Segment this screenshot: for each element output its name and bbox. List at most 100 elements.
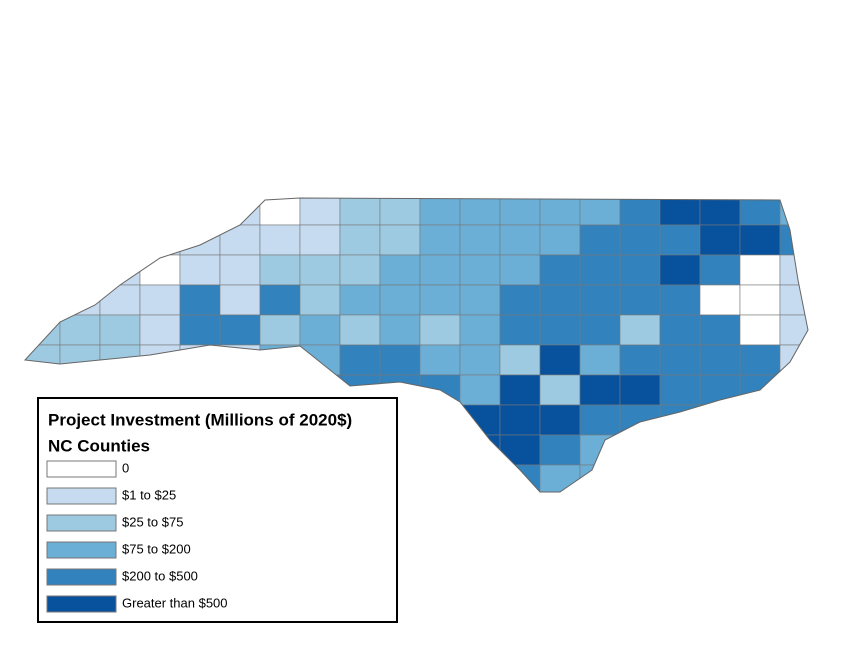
county — [99, 224, 141, 256]
county — [699, 434, 741, 466]
county — [99, 284, 141, 316]
county — [539, 284, 581, 316]
county — [739, 254, 781, 286]
county — [779, 198, 808, 226]
county — [419, 464, 461, 492]
legend-swatch — [46, 487, 117, 505]
legend-swatch — [46, 514, 117, 532]
county — [659, 284, 701, 316]
county — [739, 434, 781, 466]
legend-label: 0 — [122, 460, 129, 475]
county — [659, 404, 701, 436]
county — [139, 314, 181, 346]
county — [25, 198, 61, 226]
county — [499, 198, 541, 226]
county — [99, 314, 141, 346]
county — [739, 464, 781, 492]
county — [25, 254, 61, 286]
county — [259, 198, 301, 226]
county — [659, 464, 701, 492]
county — [779, 224, 808, 256]
county — [379, 284, 421, 316]
county — [139, 254, 181, 286]
county — [579, 224, 621, 256]
county — [299, 198, 341, 226]
county — [539, 198, 581, 226]
county — [459, 254, 501, 286]
legend-box — [37, 397, 398, 623]
county — [459, 434, 501, 466]
county — [579, 344, 621, 376]
legend-label: $25 to $75 — [122, 514, 183, 529]
legend-label: $200 to $500 — [122, 568, 198, 583]
county — [259, 314, 301, 346]
county — [499, 434, 541, 466]
county — [579, 434, 621, 466]
county — [219, 254, 261, 286]
county — [139, 198, 181, 226]
county — [499, 404, 541, 436]
county — [339, 344, 381, 376]
county — [419, 314, 461, 346]
county — [459, 344, 501, 376]
county — [779, 464, 808, 492]
county — [659, 434, 701, 466]
county — [339, 254, 381, 286]
county — [419, 198, 461, 226]
county — [419, 284, 461, 316]
county — [579, 284, 621, 316]
county — [419, 344, 461, 376]
county — [179, 284, 221, 316]
county — [459, 284, 501, 316]
county — [499, 314, 541, 346]
legend-label: Greater than $500 — [122, 595, 228, 610]
county — [619, 374, 661, 406]
legend-title: Project Investment (Millions of 2020$) — [48, 410, 352, 429]
county — [699, 344, 741, 376]
county — [259, 254, 301, 286]
county — [379, 224, 421, 256]
county — [659, 344, 701, 376]
county — [699, 404, 741, 436]
county — [59, 254, 101, 286]
county — [579, 374, 621, 406]
county — [219, 224, 261, 256]
county — [739, 198, 781, 226]
county — [779, 344, 808, 376]
county — [59, 198, 101, 226]
county — [339, 284, 381, 316]
county — [459, 464, 501, 492]
county — [659, 254, 701, 286]
county — [659, 314, 701, 346]
county — [699, 254, 741, 286]
county — [139, 344, 181, 376]
county — [739, 344, 781, 376]
county — [379, 344, 421, 376]
state-outline — [23, 197, 809, 493]
county — [419, 404, 461, 436]
county — [379, 314, 421, 346]
legend-swatch — [46, 460, 117, 478]
county — [419, 224, 461, 256]
county — [579, 314, 621, 346]
county — [619, 314, 661, 346]
county — [779, 404, 808, 436]
county — [739, 284, 781, 316]
legend-subtitle: NC Counties — [48, 436, 150, 455]
legend-swatch — [46, 541, 117, 559]
county — [25, 224, 61, 256]
county — [699, 284, 741, 316]
county — [299, 224, 341, 256]
county — [659, 374, 701, 406]
county — [59, 224, 101, 256]
county — [539, 404, 581, 436]
county — [739, 314, 781, 346]
county — [59, 344, 101, 376]
county — [499, 254, 541, 286]
county — [619, 254, 661, 286]
county — [25, 284, 61, 316]
county — [179, 314, 221, 346]
county — [299, 314, 341, 346]
legend-swatch — [46, 568, 117, 586]
